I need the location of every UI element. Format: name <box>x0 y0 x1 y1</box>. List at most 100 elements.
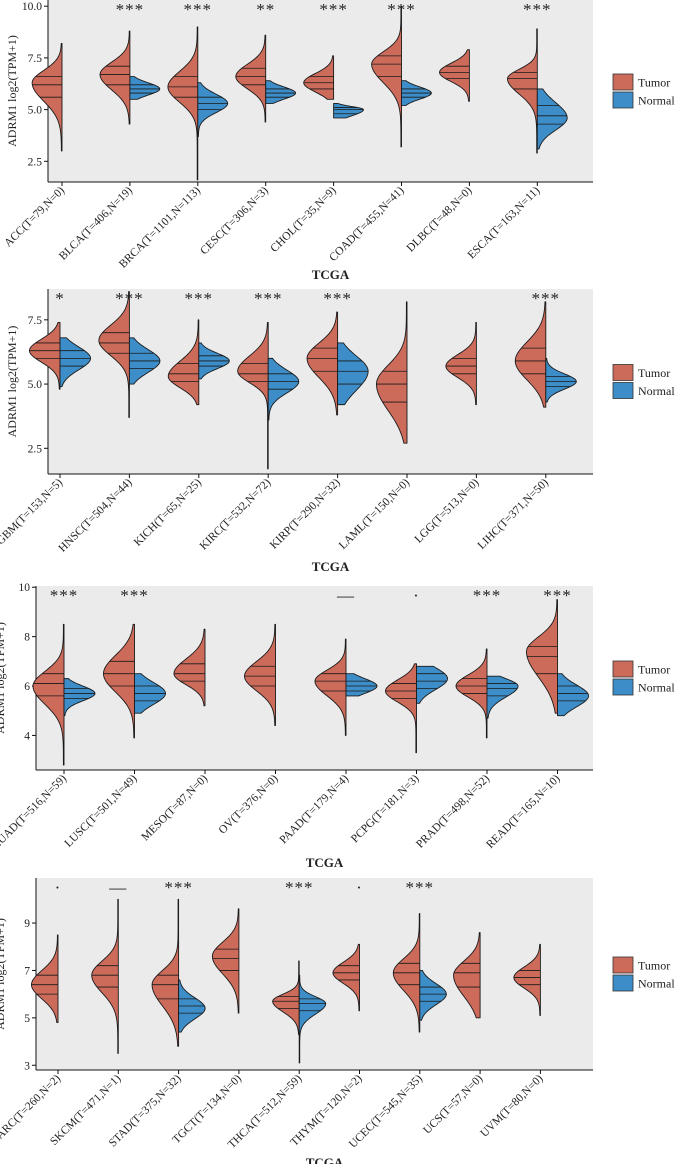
significance-marker: — <box>108 878 127 897</box>
x-axis-label: TCGA <box>312 559 350 574</box>
violin-kirc <box>237 321 300 470</box>
violin-tgct <box>211 908 240 1014</box>
legend: Tumor Normal <box>612 660 675 696</box>
y-axis-label: ADRM1 log2(TPM+1) <box>5 35 19 147</box>
significance-marker: *** <box>387 0 416 19</box>
significance-marker: *** <box>319 0 348 19</box>
significance-marker: *** <box>116 0 145 19</box>
violin-prad <box>455 648 519 739</box>
y-tick-label: 6 <box>24 681 30 693</box>
violin-skcm <box>91 898 119 1054</box>
violin-thym <box>332 943 360 1012</box>
y-tick-label: 7 <box>24 965 30 977</box>
violin-brca <box>167 26 229 181</box>
x-tick-label: PCPG(T=181,N=3) <box>349 773 422 846</box>
legend-normal-label: Normal <box>638 384 675 398</box>
panel-background <box>48 289 593 474</box>
normal-half-violin <box>419 969 447 1021</box>
panel-3: 4 6 8 10 ADRM1 log2(TPM+1) LUAD(T=516,N=59) **… <box>0 582 675 870</box>
significance-marker: *** <box>254 289 283 308</box>
normal-half-violin <box>557 673 589 717</box>
significance-marker: *** <box>115 289 144 308</box>
x-tick-label: PAAD(T=179,N=4) <box>278 773 352 847</box>
y-axis-label: ADRM1 log2(TPM+1) <box>0 622 7 734</box>
violin-sarc <box>31 934 59 1024</box>
tumor-half-violin <box>151 898 180 1047</box>
panel-1: 2.5 5.0 7.5 10.0 ADRM1 log2(TPM+1) ACC(T=79,N… <box>2 0 675 282</box>
legend-tumor-swatch <box>612 660 634 678</box>
x-tick-label: CHOL(T=35,N=9) <box>268 185 338 255</box>
tumor-half-violin <box>314 638 347 736</box>
significance-marker: * <box>55 289 65 308</box>
legend-normal-swatch <box>612 678 634 696</box>
legend-normal-label: Normal <box>638 94 675 108</box>
normal-half-violin <box>545 357 577 403</box>
significance-marker: · <box>356 878 363 897</box>
legend-normal-label: Normal <box>638 681 675 695</box>
significance-marker: ** <box>256 0 275 19</box>
y-tick-label: 5 <box>24 1013 30 1025</box>
violin-lgg <box>445 321 477 406</box>
legend-normal-swatch <box>612 974 634 992</box>
x-tick-label: LUSC(T=501,N=49) <box>63 773 140 850</box>
normal-half-violin <box>129 76 161 100</box>
tumor-half-violin <box>99 30 131 125</box>
significance-marker: · <box>55 878 62 897</box>
violin-hnsc <box>98 291 161 418</box>
legend-tumor-swatch <box>612 364 634 381</box>
legend: Tumor Normal <box>612 956 675 992</box>
x-tick-label: OV(T=376,N=0) <box>217 773 281 837</box>
tumor-half-violin <box>376 301 408 444</box>
x-tick-label: UVM(T=80,N=0) <box>478 1073 545 1140</box>
x-tick-label: GBM(T=153,N=5) <box>0 477 65 548</box>
normal-half-violin <box>298 974 327 1064</box>
x-axis-label: TCGA <box>312 267 350 282</box>
legend-tumor-label: Tumor <box>638 663 670 677</box>
significance-marker: *** <box>543 586 572 605</box>
y-axis-label: ADRM1 log2(TPM+1) <box>0 918 7 1030</box>
violin-blca <box>99 30 161 125</box>
x-tick-label: ESCA(T=163,N=11) <box>466 185 543 262</box>
y-tick-label: 2.5 <box>28 156 43 168</box>
significance-marker: *** <box>285 878 314 897</box>
tumor-half-violin <box>303 55 335 100</box>
violin-cesc <box>235 34 297 123</box>
violin-lihc <box>514 301 577 408</box>
x-tick-label: DLBC(T=48,N=0) <box>405 185 475 255</box>
significance-marker: *** <box>406 878 435 897</box>
violin-ucs <box>453 932 481 1019</box>
x-tick-label: MESO(T=87,N=0) <box>139 773 210 844</box>
tumor-half-violin <box>173 628 206 707</box>
violin-kirp <box>306 311 369 416</box>
tumor-half-violin <box>29 321 61 390</box>
y-tick-label: 10 <box>19 582 31 594</box>
normal-half-violin <box>345 673 378 697</box>
legend-tumor-swatch <box>612 73 634 91</box>
significance-marker: *** <box>120 586 149 605</box>
normal-half-violin <box>536 88 568 150</box>
violin-uvm <box>513 943 541 1016</box>
tumor-half-violin <box>211 908 240 1014</box>
normal-half-violin <box>265 80 297 104</box>
tumor-half-violin <box>445 321 477 406</box>
violin-esca <box>506 28 568 154</box>
significance-marker: *** <box>323 289 352 308</box>
y-axis-label: ADRM1 log2(TPM+1) <box>5 326 19 438</box>
x-tick-label: LAML(T=150,N=0) <box>337 477 412 552</box>
tumor-half-violin <box>103 623 135 739</box>
tumor-half-violin <box>439 49 470 102</box>
x-tick-label: PRAD(T=498,N=52) <box>414 773 492 851</box>
legend-tumor-label: Tumor <box>638 959 670 973</box>
y-tick-label: 3 <box>24 1060 30 1072</box>
x-tick-label: LIHC(T=371,N=50) <box>476 477 551 552</box>
tumor-half-violin <box>272 960 300 1035</box>
tumor-half-violin <box>453 932 481 1019</box>
tumor-half-violin <box>31 934 59 1024</box>
violin-lusc <box>103 623 166 739</box>
tumor-half-violin <box>514 301 547 408</box>
y-tick-label: 7.5 <box>28 315 43 327</box>
x-axis-label: TCGA <box>306 1155 344 1164</box>
